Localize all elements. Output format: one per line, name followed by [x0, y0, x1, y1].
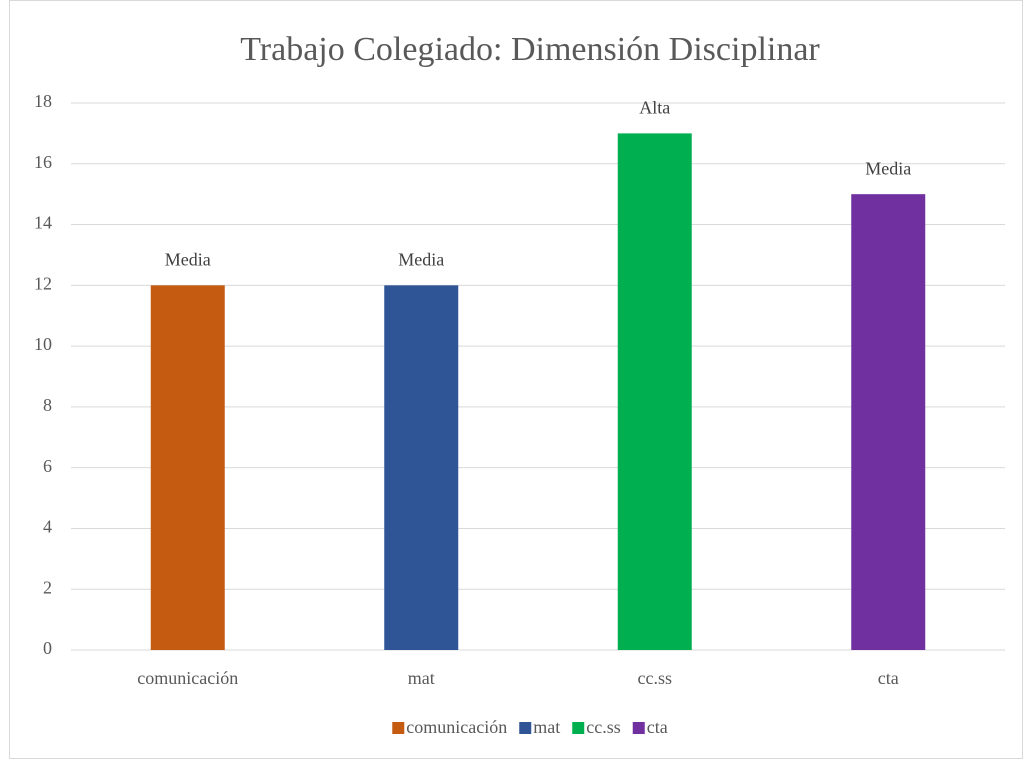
bar: [150, 285, 225, 650]
y-tick-label: 12: [34, 273, 52, 293]
y-tick-label: 14: [34, 213, 52, 233]
chart-title: Trabajo Colegiado: Dimensión Disciplinar: [240, 31, 820, 68]
legend-label: comunicación: [406, 717, 507, 737]
y-tick-label: 2: [43, 577, 52, 597]
y-tick-label: 16: [34, 152, 52, 172]
legend-label: cta: [647, 717, 668, 737]
y-tick-label: 6: [43, 456, 52, 476]
y-tick-label: 0: [43, 638, 52, 658]
bar: [851, 194, 926, 650]
data-label: Media: [865, 158, 911, 178]
x-tick-label: mat: [408, 668, 435, 688]
data-label: Media: [398, 249, 444, 269]
legend-swatch: [572, 722, 585, 734]
y-tick-label: 18: [34, 91, 52, 111]
x-tick-label: cta: [878, 668, 899, 688]
bar: [617, 133, 692, 650]
y-tick-label: 10: [34, 334, 52, 354]
legend-swatch: [392, 722, 405, 734]
legend-label: mat: [533, 717, 560, 737]
legend-swatch: [632, 722, 645, 734]
y-tick-label: 4: [43, 517, 52, 537]
x-tick-label: comunicación: [137, 668, 238, 688]
y-tick-label: 8: [43, 395, 52, 415]
bar: [384, 285, 459, 650]
x-tick-label: cc.ss: [638, 668, 673, 688]
legend-swatch: [519, 722, 532, 734]
data-label: Alta: [639, 98, 670, 118]
data-label: Media: [165, 249, 211, 269]
legend-label: cc.ss: [586, 717, 621, 737]
